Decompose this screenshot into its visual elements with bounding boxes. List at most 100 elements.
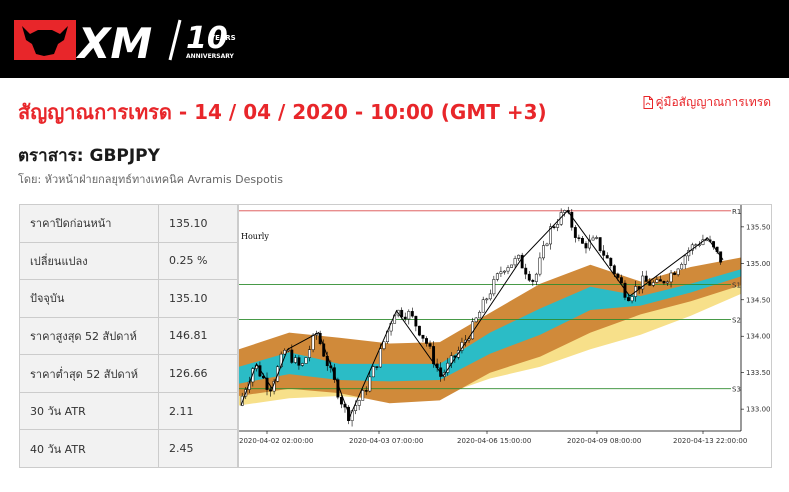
candle-body <box>251 368 255 383</box>
candle-body <box>573 227 577 238</box>
candle-body <box>375 366 379 368</box>
table-row: ราคาสูงสุด 52 สัปดาห์ 146.81 <box>19 316 238 356</box>
candle-body <box>495 273 499 280</box>
stat-value: 146.81 <box>158 316 238 356</box>
market-stats-table: ราคาปิดก่อนหน้า 135.10 เปลี่ยนแปลง 0.25 % … <box>19 204 238 468</box>
page-title: สัญญาณการเทรด - 14 / 04 / 2020 - 10:00 (… <box>18 100 547 124</box>
candle-body <box>364 390 368 392</box>
table-row: 40 วัน ATR 2.45 <box>19 429 238 468</box>
candle-body <box>619 277 623 284</box>
candle-body <box>609 257 613 266</box>
stat-label: 30 วัน ATR <box>19 391 159 431</box>
candle-body <box>506 267 510 272</box>
level-label-s1: S1 <box>732 281 741 289</box>
candle-body <box>378 348 382 368</box>
band-teal <box>239 269 741 384</box>
candle-body <box>591 237 595 241</box>
xm-logo[interactable]: XM 10 YEARS ANNIVERSARY <box>14 14 244 64</box>
chart-timeframe-label: Hourly <box>241 232 269 241</box>
y-tick-label: 133.00 <box>746 406 771 414</box>
table-row: 30 วัน ATR 2.11 <box>19 391 238 431</box>
stat-value: 126.66 <box>158 354 238 393</box>
candle-body <box>673 272 677 275</box>
stat-value: 2.45 <box>158 429 238 468</box>
stat-label: ราคาสูงสุด 52 สัปดาห์ <box>19 316 159 356</box>
logo-xm-text: XM <box>75 19 152 64</box>
stat-value: 135.10 <box>158 204 238 243</box>
candle-body <box>627 297 630 302</box>
candle-body <box>655 279 659 283</box>
candle-body <box>432 346 436 365</box>
candle-body <box>301 363 304 366</box>
candle-body <box>361 390 365 401</box>
candle-body <box>510 264 514 268</box>
site-header: XM 10 YEARS ANNIVERSARY <box>0 0 789 78</box>
candle-body <box>666 281 669 284</box>
candle-body <box>556 224 560 228</box>
candle-body <box>357 400 361 406</box>
candle-body <box>304 357 308 364</box>
stat-label: 40 วัน ATR <box>19 429 159 468</box>
candle-body <box>545 243 549 246</box>
candle-body <box>595 237 599 239</box>
trading-signals-guide-link[interactable]: คู่มือสัญญาณการเทรด <box>643 93 772 112</box>
candle-body <box>644 275 648 282</box>
candle-body <box>588 239 591 249</box>
candle-body <box>570 211 574 228</box>
table-row: ราคาปิดก่อนหน้า 135.10 <box>19 204 238 243</box>
candle-body <box>616 273 620 278</box>
candle-body <box>240 395 244 406</box>
guide-link-label: คู่มือสัญญาณการเทรด <box>655 95 772 109</box>
stat-label: เปลี่ยนแปลง <box>19 241 159 281</box>
table-row: ราคาต่ำสุด 52 สัปดาห์ 126.66 <box>19 354 238 393</box>
candle-body <box>630 296 634 302</box>
candle-body <box>580 237 584 244</box>
candle-body <box>563 210 567 213</box>
candle-body <box>403 316 407 320</box>
candle-body <box>549 226 552 245</box>
stat-value: 135.10 <box>158 279 238 318</box>
level-label-r1: R1 <box>732 208 741 216</box>
candle-body <box>658 279 662 282</box>
band-orange <box>239 257 741 404</box>
candle-body <box>602 250 606 256</box>
candle-body <box>428 343 432 347</box>
candle-body <box>421 334 425 339</box>
candle-body <box>382 341 386 349</box>
candle-body <box>485 298 489 301</box>
candle-body <box>577 237 581 239</box>
candle-body <box>311 334 315 350</box>
logo-anniversary-number: 10 <box>186 21 228 56</box>
candle-body <box>669 272 673 283</box>
stat-label: ราคาต่ำสุด 52 สัปดาห์ <box>19 354 159 393</box>
zigzag-line <box>240 210 724 418</box>
candle-body <box>265 377 269 390</box>
candle-body <box>683 255 687 265</box>
instrument-heading: ตราสาร: GBPJPY <box>18 146 160 166</box>
candle-body <box>662 281 666 284</box>
author-byline: โดย: หัวหน้าฝ่ายกลยุทธ์ทางเทคนิค Avramis… <box>18 173 283 186</box>
x-tick-label: 2020-04-06 15:00:00 <box>457 437 531 445</box>
table-row: ปัจจุบัน 135.10 <box>19 279 238 318</box>
x-tick-label: 2020-04-09 08:00:00 <box>567 437 641 445</box>
table-row: เปลี่ยนแปลง 0.25 % <box>19 241 238 281</box>
logo-anniversary-text: ANNIVERSARY <box>186 53 235 60</box>
candle-body <box>520 254 524 269</box>
candle-body <box>297 357 301 366</box>
candle-body <box>552 226 556 228</box>
x-tick-label: 2020-04-02 02:00:00 <box>239 437 313 445</box>
candle-body <box>488 293 492 300</box>
candle-body <box>517 254 521 259</box>
candle-body <box>308 349 311 358</box>
y-tick-label: 135.00 <box>746 260 771 268</box>
candle-body <box>705 239 708 242</box>
candle-body <box>283 349 287 355</box>
stat-value: 0.25 % <box>158 241 238 281</box>
candle-body <box>290 349 294 363</box>
candle-body <box>400 309 404 318</box>
candle-body <box>407 311 411 320</box>
candle-body <box>527 273 531 281</box>
x-tick-label: 2020-04-03 07:00:00 <box>349 437 423 445</box>
candle-body <box>513 258 517 266</box>
candle-body <box>584 243 588 249</box>
